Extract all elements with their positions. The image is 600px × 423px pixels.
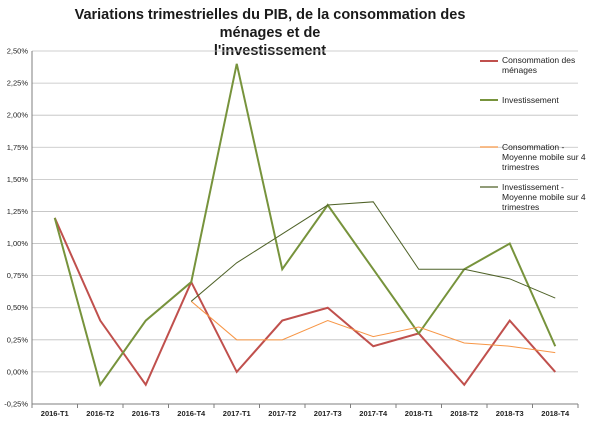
legend-label: trimestres (502, 162, 539, 172)
y-tick-label: 2,50% (7, 47, 29, 56)
x-tick-label: 2016-T1 (41, 409, 69, 418)
legend-label: Moyenne mobile sur 4 (502, 192, 586, 202)
legend-label: ménages (502, 65, 537, 75)
x-tick-label: 2016-T2 (86, 409, 114, 418)
y-tick-label: 0,25% (7, 335, 29, 344)
series-line (190, 201, 556, 302)
y-tick-label: 1,00% (7, 239, 29, 248)
series-line (53, 217, 556, 387)
y-tick-label: -0,25% (4, 400, 28, 409)
y-tick-label: 1,75% (7, 143, 29, 152)
x-tick-label: 2017-T4 (359, 409, 388, 418)
legend-label: Consommation - (502, 142, 565, 152)
x-tick-label: 2016-T3 (132, 409, 160, 418)
x-tick-label: 2018-T2 (450, 409, 478, 418)
y-tick-label: 1,50% (7, 175, 29, 184)
x-tick-label: 2017-T1 (223, 409, 251, 418)
series-line (190, 300, 556, 354)
y-tick-label: 2,00% (7, 111, 29, 120)
chart-title-line-1: Variations trimestrielles du PIB, de la … (74, 7, 466, 41)
x-tick-label: 2017-T2 (268, 409, 296, 418)
y-tick-label: 0,50% (7, 303, 29, 312)
x-tick-label: 2016-T4 (177, 409, 206, 418)
chart-title: Variations trimestrielles du PIB, de la … (60, 6, 480, 60)
legend-label: trimestres (502, 202, 539, 212)
legend-label: Investissement (502, 95, 559, 105)
legend-label: Moyenne mobile sur 4 (502, 152, 586, 162)
y-tick-label: 0,75% (7, 271, 29, 280)
legend-label: Consommation des (502, 55, 575, 65)
x-tick-label: 2017-T3 (314, 409, 342, 418)
series-line (53, 63, 557, 388)
y-tick-label: 2,25% (7, 79, 29, 88)
x-tick-label: 2018-T3 (496, 409, 524, 418)
x-tick-label: 2018-T4 (541, 409, 570, 418)
y-tick-label: 0,00% (7, 367, 29, 376)
x-tick-label: 2018-T1 (405, 409, 433, 418)
y-tick-label: 1,25% (7, 207, 29, 216)
legend-label: Investissement - (502, 182, 564, 192)
